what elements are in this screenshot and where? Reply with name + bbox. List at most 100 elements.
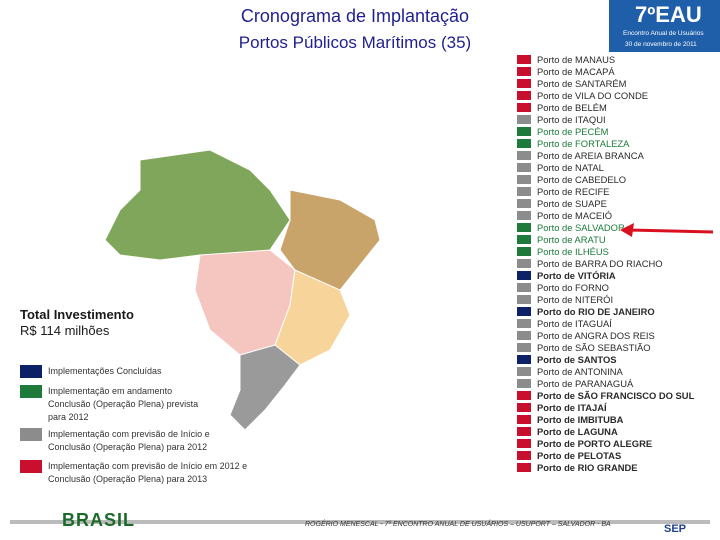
port-status-box [517, 330, 531, 340]
port-item: Porto de PARANAGUÁ [517, 377, 694, 389]
port-item: Porto de ITAJAÍ [517, 401, 694, 413]
legend-text: Conclusão (Operação Plena) para 2012 [48, 442, 208, 452]
port-item: Porto de VITÓRIA [517, 269, 694, 281]
investment-label: Total Investimento [20, 307, 134, 322]
port-status-box [517, 174, 531, 184]
port-status-box [517, 354, 531, 364]
port-item: Porto de MACEIÓ [517, 209, 694, 221]
port-label: Porto de MACAPÁ [537, 65, 615, 77]
port-label: Porto de ANTONINA [537, 365, 623, 377]
port-status-box [517, 378, 531, 388]
brazil-map [104, 149, 381, 431]
port-item: Porto de SANTARÉM [517, 77, 694, 89]
map-region-north [104, 149, 291, 261]
legend-text: Implementação em andamento [48, 386, 173, 396]
port-status-box [517, 390, 531, 400]
port-label: Porto de FORTALEZA [537, 137, 630, 149]
legend-item-concluded: Implementações Concluídas [20, 365, 162, 378]
port-status-box [517, 306, 531, 316]
investment-value: R$ 114 milhões [20, 323, 110, 338]
legend-swatch [20, 428, 42, 441]
port-item: Porto de LAGUNA [517, 425, 694, 437]
port-label: Porto de SANTARÉM [537, 77, 627, 89]
port-item: Porto de SUAPE [517, 197, 694, 209]
footer-text: ROGÉRIO MENESCAL - 7º ENCONTRO ANUAL DE … [305, 521, 611, 528]
port-label: Porto de BARRA DO RIACHO [537, 257, 663, 269]
port-item: Porto de NITERÓI [517, 293, 694, 305]
legend-text: para 2012 [48, 412, 89, 422]
port-label: Porto de SANTOS [537, 353, 617, 365]
port-item: Porto de ILHÉUS [517, 245, 694, 257]
legend-text: Implementação com previsão de Início e [48, 429, 210, 439]
port-list: Porto de MANAUS Porto de MACAPÁ Porto de S… [517, 53, 694, 473]
port-status-box [517, 78, 531, 88]
port-item: Porto do FORNO [517, 281, 694, 293]
event-logo-line1: Encontro Anual de Usuários [623, 30, 704, 37]
legend-swatch [20, 385, 42, 398]
port-item: Porto de ITAGUAÍ [517, 317, 694, 329]
port-status-box [517, 210, 531, 220]
port-label: Porto de NATAL [537, 161, 604, 173]
port-label: Porto de ANGRA DOS REIS [537, 329, 655, 341]
port-label: Porto do FORNO [537, 281, 609, 293]
port-status-box [517, 414, 531, 424]
port-item: Porto de SÃO SEBASTIÃO [517, 341, 694, 353]
port-label: Porto de SALVADOR [537, 221, 625, 233]
port-status-box [517, 198, 531, 208]
port-label: Porto de SÃO FRANCISCO DO SUL [537, 389, 695, 401]
port-label: Porto de MANAUS [537, 53, 616, 65]
port-label: Porto de PARANAGUÁ [537, 377, 634, 389]
port-status-box [517, 138, 531, 148]
port-label: Porto de PELOTAS [537, 449, 622, 461]
legend-item-in-progress: Implementação em andamento Conclusão (Op… [20, 385, 198, 424]
port-item: Porto de MACAPÁ [517, 65, 694, 77]
port-item: Porto de CABEDELO [517, 173, 694, 185]
port-item: Porto de VILA DO CONDE [517, 89, 694, 101]
port-status-box [517, 462, 531, 472]
event-logo-name: 7ºEAU [635, 2, 702, 27]
port-status-box [517, 294, 531, 304]
legend-text: Conclusão (Operação Plena) prevista [48, 399, 199, 409]
port-item: Porto do RIO DE JANEIRO [517, 305, 694, 317]
port-status-box [517, 258, 531, 268]
port-item: Porto de BELÉM [517, 101, 694, 113]
event-logo: 7ºEAU Encontro Anual de Usuários 30 de n… [609, 0, 720, 52]
port-item: Porto de PORTO ALEGRE [517, 437, 694, 449]
port-status-box [517, 438, 531, 448]
port-status-box [517, 66, 531, 76]
investment-box: Total Investimento R$ 114 milhões [20, 307, 134, 338]
port-status-box [517, 450, 531, 460]
port-item: Porto de AREIA BRANCA [517, 149, 694, 161]
brasil-logo-text: BRASIL [62, 510, 135, 530]
legend-item-2013: Implementação com previsão de Início em … [20, 460, 247, 486]
port-status-box [517, 222, 531, 232]
legend-swatch [20, 460, 42, 473]
port-item: Porto de ANGRA DOS REIS [517, 329, 694, 341]
port-label: Porto de PORTO ALEGRE [537, 437, 653, 449]
page-subtitle: Portos Públicos Marítimos (35) [238, 33, 472, 52]
port-status-box [517, 366, 531, 376]
port-label: Porto de SÃO SEBASTIÃO [537, 341, 651, 353]
page-title: Cronograma de Implantação [240, 6, 470, 26]
port-status-box [517, 342, 531, 352]
legend-swatch [20, 365, 42, 378]
port-item: Porto de ARATU [517, 233, 694, 245]
port-label: Porto de RECIFE [537, 185, 610, 197]
legend-item-2012: Implementação com previsão de Início e C… [20, 428, 210, 454]
port-label: Porto de SUAPE [537, 197, 607, 209]
legend-text: Implementação com previsão de Início em … [48, 461, 248, 471]
port-label: Porto de PECÉM [537, 125, 609, 137]
port-item: Porto de FORTALEZA [517, 137, 694, 149]
port-status-box [517, 126, 531, 136]
sep-logo: SEP [664, 523, 686, 535]
port-label: Porto de ILHÉUS [537, 245, 609, 257]
port-label: Porto de RIO GRANDE [537, 461, 638, 473]
port-item: Porto de IMBITUBA [517, 413, 694, 425]
port-label: Porto de AREIA BRANCA [537, 149, 644, 161]
port-label: Porto de VITÓRIA [537, 269, 616, 281]
port-item: Porto de SANTOS [517, 353, 694, 365]
port-label: Porto de ITAGUAÍ [537, 317, 612, 329]
port-status-box [517, 150, 531, 160]
port-status-box [517, 318, 531, 328]
port-status-box [517, 186, 531, 196]
